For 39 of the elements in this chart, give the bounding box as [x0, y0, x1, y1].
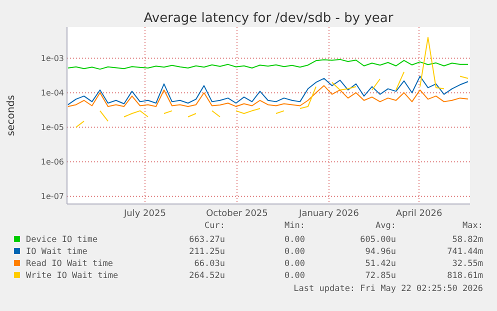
y-tick-label: 1e-04: [40, 88, 64, 98]
text: 0.00: [284, 271, 305, 281]
y-tick-label: 1e-07: [40, 192, 64, 202]
legend-label: IO Wait time: [26, 247, 88, 257]
text: 741.44m: [447, 247, 483, 257]
text: 66.03u: [194, 259, 225, 269]
text: 264.52u: [189, 271, 225, 281]
text: Max:: [462, 221, 483, 231]
legend-label: Write IO Wait time: [26, 271, 118, 281]
text: Cur:: [204, 221, 225, 231]
line-series: [68, 85, 468, 107]
y-tick-label: 1e-03: [40, 54, 64, 63]
text: Min:: [284, 221, 305, 231]
text: 211.25u: [189, 247, 225, 257]
line-series: [68, 76, 468, 106]
text: 0.00: [284, 259, 305, 269]
y-tick-label: 1e-05: [40, 123, 64, 132]
text: 94.96u: [365, 247, 396, 257]
text: 818.61m: [447, 271, 483, 281]
text: Avg:: [376, 221, 396, 231]
y-axis-title: seconds: [6, 95, 17, 136]
text: 32.55m: [452, 259, 483, 269]
y-tick-label: 1e-06: [40, 158, 64, 167]
legend-label: Device IO time: [26, 235, 98, 245]
x-tick-label: October 2025: [206, 209, 268, 219]
text: 72.85u: [365, 271, 396, 281]
x-tick-label: April 2026: [396, 209, 442, 219]
text: 51.42u: [365, 259, 396, 269]
legend-label: Read IO Wait time: [26, 259, 113, 269]
text: 0.00: [284, 235, 305, 245]
text: 58.82m: [452, 235, 483, 245]
x-tick-label: July 2025: [123, 209, 166, 219]
line-series: [68, 58, 468, 70]
text: 605.00u: [360, 235, 396, 245]
text: Last update: Fri May 22 02:25:50 2026: [294, 284, 483, 294]
text: 0.00: [284, 247, 305, 257]
text: 663.27u: [189, 235, 225, 245]
x-tick-label: January 2026: [298, 209, 360, 219]
chart-title: Average latency for /dev/sdb - by year: [144, 11, 394, 26]
